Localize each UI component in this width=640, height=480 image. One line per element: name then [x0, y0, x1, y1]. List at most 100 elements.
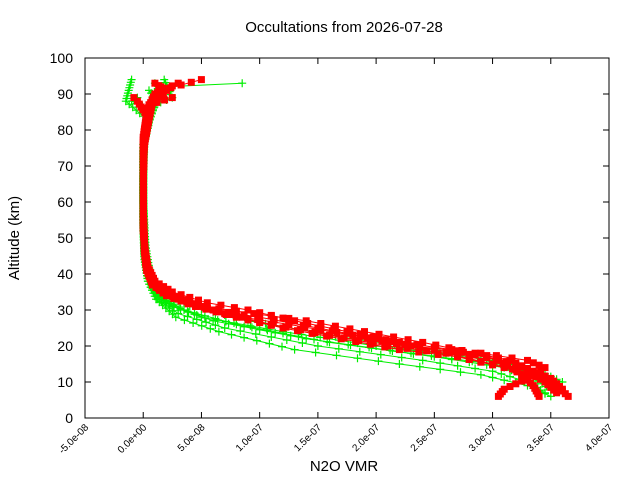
data-point [407, 342, 415, 350]
data-point [355, 337, 363, 345]
data-point [384, 342, 392, 350]
data-point [332, 351, 341, 360]
data-point [161, 96, 169, 104]
data-point [500, 385, 508, 393]
data-point [301, 323, 309, 331]
data-point [206, 324, 215, 333]
data-point [358, 332, 366, 340]
data-point [524, 365, 531, 373]
data-point [168, 82, 176, 90]
data-point [465, 350, 473, 358]
data-point [163, 86, 170, 94]
data-point [524, 356, 531, 364]
data-point [518, 377, 526, 385]
y-axis-label: Altitude (km) [6, 196, 23, 280]
data-point [160, 283, 168, 291]
data-point [436, 365, 445, 374]
data-point [445, 344, 453, 352]
data-point [506, 372, 514, 381]
data-point [302, 334, 311, 343]
x-tick-label: 1.0e-07 [234, 422, 266, 454]
data-point [518, 363, 526, 371]
data-point [518, 371, 526, 379]
x-tick-label: 4.0e-07 [583, 422, 615, 454]
data-point [298, 339, 307, 347]
data-point [497, 369, 506, 378]
data-point [197, 76, 205, 84]
data-point [151, 79, 159, 87]
data-point [453, 361, 462, 370]
data-point [240, 333, 249, 342]
data-point [252, 336, 261, 345]
data-point [278, 342, 286, 351]
data-point [282, 336, 291, 344]
data-point [232, 307, 240, 315]
data-point [176, 304, 185, 313]
data-point [213, 316, 222, 325]
data-point [127, 75, 136, 84]
data-point [311, 348, 320, 357]
data-point [442, 349, 450, 357]
series-1 [121, 75, 567, 401]
data-point [313, 342, 322, 350]
y-tick-label: 50 [57, 230, 73, 246]
data-point [430, 344, 438, 352]
data-point [291, 317, 299, 325]
data-point [197, 321, 206, 330]
data-point [254, 316, 262, 324]
data-point [333, 329, 341, 336]
data-point [369, 339, 377, 347]
y-tick-label: 0 [65, 410, 73, 426]
data-point [363, 334, 371, 342]
x-tick-label: 5.0e-08 [176, 422, 208, 454]
x-axis-label: N2O VMR [310, 458, 379, 475]
data-point [197, 313, 206, 322]
x-tick-label: 2.5e-07 [409, 422, 441, 454]
data-point [546, 392, 555, 401]
data-point [160, 75, 169, 84]
data-point [454, 347, 462, 355]
data-point [476, 370, 485, 379]
y-tick-label: 40 [57, 266, 73, 282]
data-point [539, 373, 547, 381]
data-point [372, 335, 380, 343]
data-point [133, 97, 141, 105]
data-point [508, 354, 516, 362]
data-point [397, 353, 406, 362]
data-point [382, 336, 390, 344]
data-point [177, 291, 185, 299]
data-point [202, 318, 211, 327]
data-point [317, 320, 325, 327]
data-point [378, 337, 386, 345]
data-point [390, 333, 398, 341]
chart-title: Occultations from 2026-07-28 [245, 19, 443, 36]
profile-line [142, 82, 557, 394]
data-point [547, 374, 555, 382]
data-point [532, 369, 540, 377]
data-point [236, 327, 245, 335]
data-point [489, 360, 497, 368]
data-point [349, 331, 357, 339]
data-point [217, 301, 225, 309]
data-point [240, 322, 249, 331]
data-point [296, 326, 304, 334]
data-point [256, 309, 264, 317]
data-point [215, 308, 223, 316]
data-point [395, 346, 403, 354]
data-point [230, 304, 238, 312]
data-point [492, 355, 500, 363]
data-point [471, 364, 480, 373]
data-point [265, 339, 274, 348]
data-point [180, 316, 189, 325]
data-point [186, 293, 194, 301]
data-point [492, 352, 500, 360]
data-point [419, 338, 427, 346]
data-point [361, 328, 368, 336]
data-point [340, 334, 348, 342]
profile-line [142, 97, 547, 397]
data-point [302, 317, 310, 325]
data-point [355, 347, 364, 356]
data-point [214, 327, 223, 336]
data-point [168, 94, 176, 102]
data-point [477, 349, 485, 357]
